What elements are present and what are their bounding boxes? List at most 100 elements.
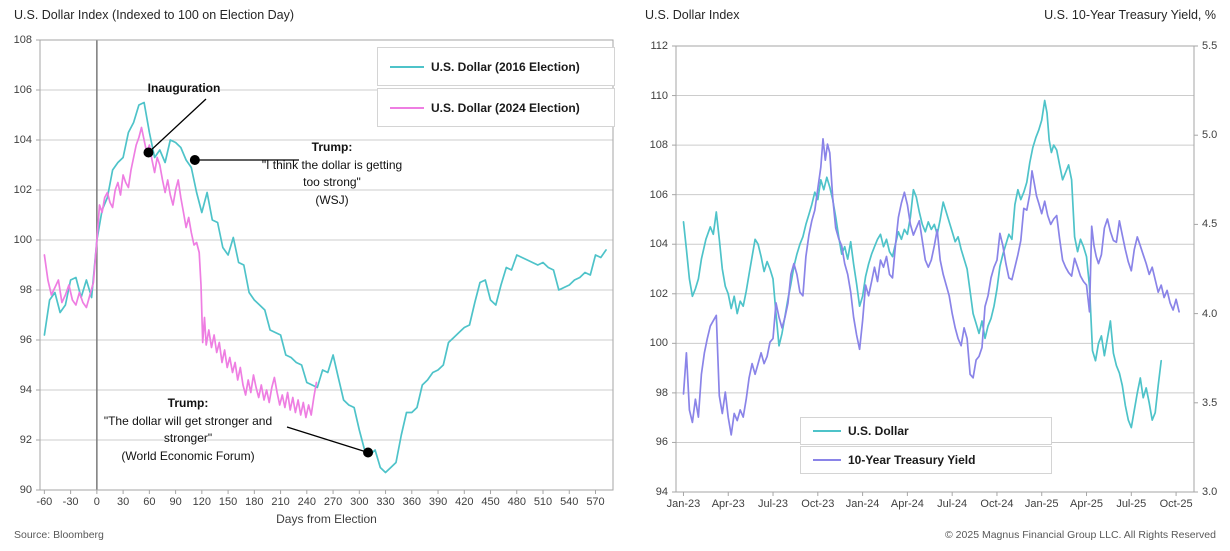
series-line-u-s-dollar-2024-election- [43, 126, 318, 419]
source-note: Source: Bloomberg [14, 529, 104, 541]
y-tick-label: 100 [13, 234, 32, 246]
y-tick-label: 96 [655, 436, 668, 449]
copyright-note: © 2025 Magnus Financial Group LLC. All R… [945, 529, 1216, 541]
y-tick-label: 108 [13, 34, 32, 46]
annotation-text: Trump: "The dollar will get stronger and s… [72, 395, 304, 465]
x-tick-label: Jan-23 [666, 498, 701, 510]
x-tick-label: 420 [455, 496, 474, 508]
y2-tick-label: 3.5 [1202, 396, 1218, 409]
annotation-line: (WSJ) [315, 192, 349, 207]
y2-tick-label: 5.5 [1202, 40, 1218, 52]
x-tick-label: -30 [62, 496, 79, 508]
legend-label: 10-Year Treasury Yield [848, 453, 976, 467]
x-tick-label: Jul-25 [1116, 498, 1147, 510]
annotation-line: "The dollar will get stronger and [103, 413, 273, 428]
legend-entry-10-year-treasury-yield: 10-Year Treasury Yield [800, 446, 1052, 474]
y-tick-label: 92 [19, 434, 32, 446]
x-tick-label: 60 [143, 496, 156, 508]
y2-tick-label: 5.0 [1202, 129, 1218, 142]
legend-label: U.S. Dollar [848, 424, 909, 438]
x-tick-label: Oct-24 [980, 498, 1014, 510]
annotation-pointer-line [148, 98, 207, 153]
annotation-line: stronger" [163, 431, 213, 445]
x-tick-label: 300 [350, 496, 369, 508]
y-tick-label: 100 [649, 337, 668, 350]
x-tick-label: Apr-24 [890, 498, 924, 510]
annotation-pointer-line [286, 426, 369, 454]
annotation-text: Inauguration [128, 80, 240, 98]
y-tick-label: 106 [13, 84, 32, 96]
left-chart-x-axis-label: Days from Election [276, 512, 377, 526]
x-tick-label: 480 [507, 496, 526, 508]
x-tick-label: Apr-25 [1070, 498, 1104, 510]
x-tick-label: 0 [93, 496, 100, 508]
right-chart-title-right: U.S. 10-Year Treasury Yield, % [1044, 8, 1216, 22]
y-tick-label: 94 [19, 384, 32, 396]
series-line-u-s-dollar-2016-election- [43, 101, 607, 474]
x-tick-label: 210 [271, 496, 290, 508]
x-tick-label: 90 [169, 496, 182, 508]
x-tick-label: Jan-25 [1024, 498, 1059, 510]
annotation-title: Trump: [311, 140, 353, 154]
y-tick-label: 104 [13, 134, 32, 146]
annotation-dot [143, 147, 154, 158]
left-chart-title: U.S. Dollar Index (Indexed to 100 on Ele… [14, 8, 295, 22]
y-tick-label: 98 [19, 284, 32, 296]
x-tick-label: 270 [323, 496, 343, 508]
series-line-u-s-dollar [682, 99, 1163, 429]
annotation-title: Inauguration [147, 81, 221, 95]
y-tick-label: 96 [19, 334, 32, 346]
right-chart-title-left: U.S. Dollar Index [645, 8, 740, 22]
x-tick-label: 360 [402, 496, 421, 508]
annotation-dot [189, 155, 200, 165]
x-tick-label: -60 [36, 496, 53, 508]
x-tick-label: Oct-25 [1159, 498, 1193, 510]
annotation-line: (World Economic Forum) [121, 448, 255, 463]
x-tick-label: 180 [245, 496, 264, 508]
y-tick-label: 90 [19, 484, 32, 496]
legend-entry-u-s-dollar-2016-election-: U.S. Dollar (2016 Election) [377, 47, 615, 86]
x-tick-label: 150 [218, 496, 238, 508]
y-tick-label: 106 [649, 188, 668, 201]
annotation-title: Trump: [167, 396, 209, 410]
x-tick-label: 450 [481, 496, 500, 508]
legend-line-sample [390, 106, 424, 109]
legend-line-sample [390, 65, 424, 68]
x-tick-label: 120 [192, 496, 211, 508]
y2-tick-label: 4.0 [1202, 307, 1218, 320]
plot-frame [39, 39, 614, 491]
x-tick-label: Jan-24 [845, 498, 880, 510]
x-tick-label: 390 [428, 496, 448, 508]
x-tick-label: Oct-23 [801, 498, 835, 510]
x-tick-label: 240 [297, 496, 316, 508]
y-tick-label: 104 [649, 238, 668, 251]
y-tick-label: 102 [13, 184, 32, 196]
legend-label: U.S. Dollar (2024 Election) [431, 100, 580, 115]
y-tick-label: 94 [655, 486, 668, 498]
annotation-dot [363, 447, 374, 458]
legend-entry-u-s-dollar-2024-election-: U.S. Dollar (2024 Election) [377, 88, 615, 127]
legend-line-sample [813, 459, 841, 461]
y-tick-label: 110 [650, 89, 668, 102]
annotation-line: too strong" [303, 175, 361, 189]
y-tick-label: 102 [649, 287, 668, 300]
annotation-line: "I think the dollar is getting [261, 157, 403, 172]
x-tick-label: 510 [533, 496, 553, 508]
legend-label: U.S. Dollar (2016 Election) [431, 59, 580, 74]
x-tick-label: Jul-24 [937, 498, 968, 510]
y-tick-label: 108 [649, 139, 668, 152]
annotation-text: Trump: "I think the dollar is getting too … [232, 139, 432, 209]
y-tick-label: 98 [655, 386, 668, 399]
x-tick-label: Apr-23 [711, 498, 745, 510]
x-tick-label: 330 [376, 496, 395, 508]
x-tick-label: 570 [586, 496, 605, 508]
x-tick-label: 30 [116, 496, 130, 508]
y-tick-label: 112 [650, 40, 668, 52]
y2-tick-label: 4.5 [1202, 218, 1218, 231]
x-tick-label: Jul-23 [758, 498, 789, 510]
y2-tick-label: 3.0 [1202, 486, 1218, 498]
x-tick-label: 540 [560, 496, 579, 508]
legend-entry-u-s-dollar: U.S. Dollar [800, 417, 1052, 445]
series-line-10-year-treasury-yield [682, 137, 1180, 436]
